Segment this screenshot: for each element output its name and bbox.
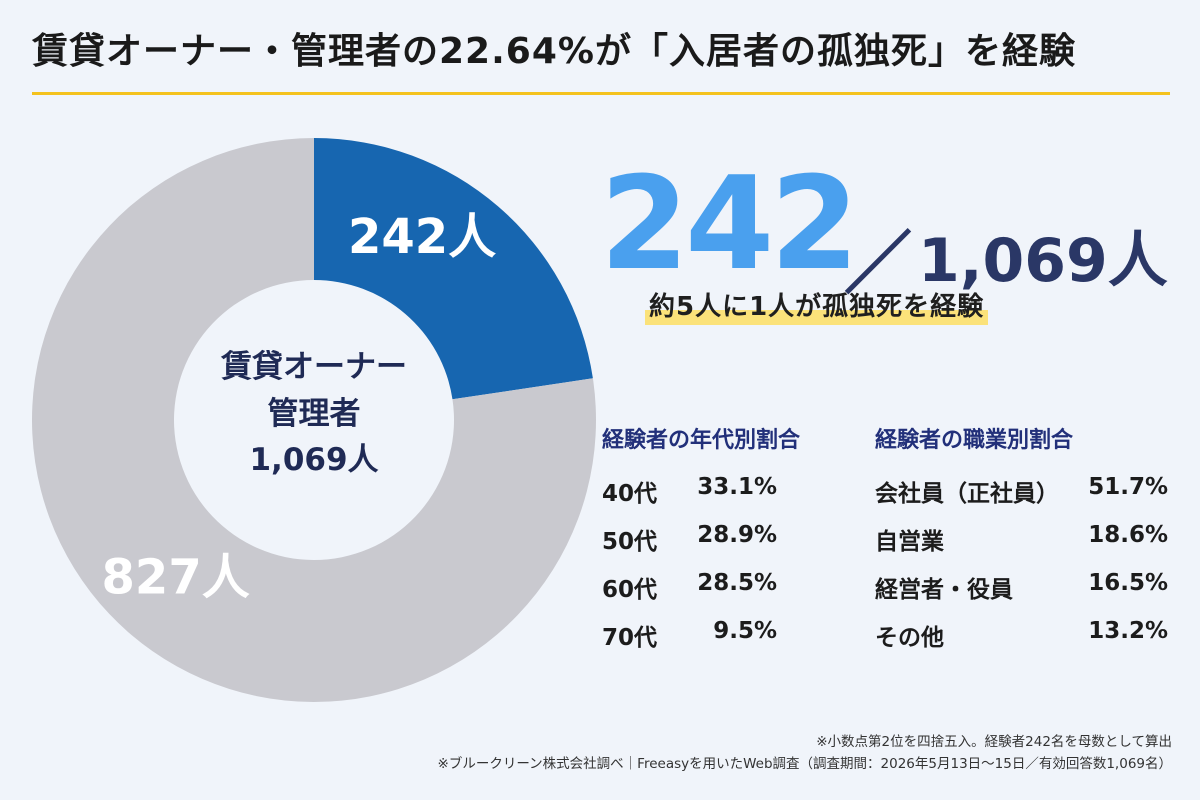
row-label: 経営者・役員 xyxy=(875,577,1013,603)
center-label-line1: 賃貸オーナー xyxy=(221,349,407,385)
row-value: 18.6% xyxy=(1088,522,1168,548)
experienced-count: 242 xyxy=(600,150,859,299)
row-value: 13.2% xyxy=(1088,618,1168,644)
age-table: 40代 33.1% 50代 28.9% 60代 28.5% 70代 9.5% xyxy=(602,470,777,662)
row-label: 自営業 xyxy=(875,529,944,555)
row-value: 28.9% xyxy=(697,522,777,548)
headline-subtext: 約5人に1人が孤独死を経験 xyxy=(645,286,989,325)
slice-label: 242人 xyxy=(348,209,496,265)
table-row: 40代 33.1% xyxy=(602,470,777,518)
total-count: 1,069人 xyxy=(918,226,1168,296)
center-label-line2: 管理者 xyxy=(267,395,361,432)
donut-chart: 242人 827人 賃貸オーナー 管理者 1,069人 xyxy=(32,138,596,702)
row-value: 33.1% xyxy=(697,474,777,500)
table-row: 50代 28.9% xyxy=(602,518,777,566)
donut-svg: 242人 827人 xyxy=(32,138,596,702)
slice-label: 827人 xyxy=(102,550,250,606)
footnote-source: ※ブルークリーン株式会社調べ｜Freeasyを用いたWeb調査（調査期間：202… xyxy=(437,756,1172,772)
job-table-title: 経験者の職業別割合 xyxy=(875,428,1074,453)
job-table: 会社員（正社員） 51.7% 自営業 18.6% 経営者・役員 16.5% その… xyxy=(875,470,1168,662)
center-label-line3: 1,069人 xyxy=(249,442,379,478)
page-title: 賃貸オーナー・管理者の22.64%が「入居者の孤独死」を経験 xyxy=(32,31,1076,72)
headline-fraction: 242 ／ 1,069人 xyxy=(598,150,1178,304)
table-row: その他 13.2% xyxy=(875,614,1168,662)
donut-center-label: 賃貸オーナー 管理者 1,069人 xyxy=(32,344,596,484)
age-table-title: 経験者の年代別割合 xyxy=(602,428,801,453)
table-row: 会社員（正社員） 51.7% xyxy=(875,470,1168,518)
row-label: 会社員（正社員） xyxy=(875,481,1059,507)
row-value: 51.7% xyxy=(1088,474,1168,500)
row-value: 16.5% xyxy=(1088,570,1168,596)
footnote-rounding: ※小数点第2位を四捨五入。経験者242名を母数として算出 xyxy=(816,734,1172,750)
table-row: 自営業 18.6% xyxy=(875,518,1168,566)
row-label: 70代 xyxy=(602,625,658,651)
row-value: 28.5% xyxy=(697,570,777,596)
donut-slice xyxy=(32,138,596,702)
row-label: 40代 xyxy=(602,481,658,507)
table-row: 60代 28.5% xyxy=(602,566,777,614)
table-row: 70代 9.5% xyxy=(602,614,777,662)
row-label: その他 xyxy=(875,625,944,651)
donut-slice xyxy=(314,138,593,400)
table-row: 経営者・役員 16.5% xyxy=(875,566,1168,614)
row-label: 50代 xyxy=(602,529,658,555)
title-underline xyxy=(32,92,1170,95)
row-value: 9.5% xyxy=(713,618,777,644)
row-label: 60代 xyxy=(602,577,658,603)
